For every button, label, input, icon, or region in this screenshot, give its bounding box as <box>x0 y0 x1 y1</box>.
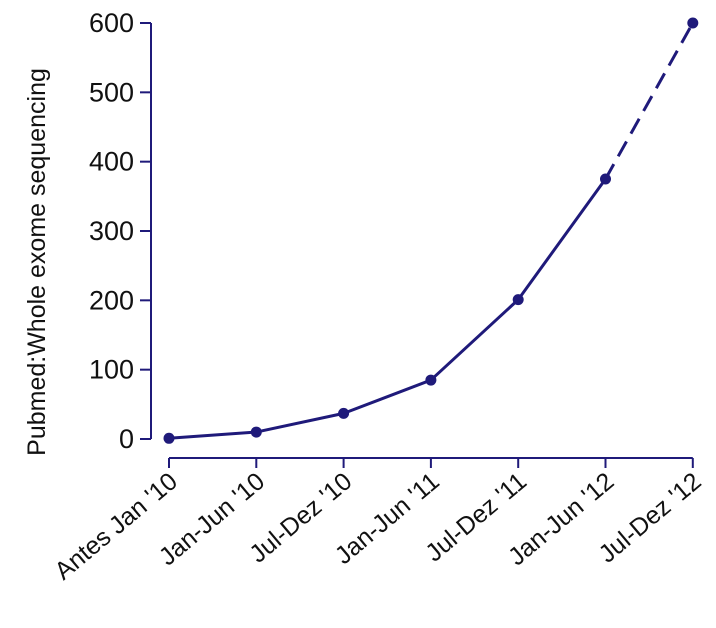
y-axis-label: Pubmed:Whole exome sequencing <box>23 68 51 456</box>
series-lines <box>168 22 695 440</box>
x-tick-label: Antes Jan '10 <box>49 467 182 585</box>
y-tick-label: 200 <box>89 285 134 315</box>
y-tick-label: 0 <box>119 424 134 454</box>
y-axis: 0 100 200 300 400 500 600 <box>89 8 152 454</box>
data-point <box>425 374 437 386</box>
data-point <box>687 17 699 29</box>
series-line-solid <box>168 178 607 440</box>
series-line-projected <box>604 22 695 180</box>
y-tick-label: 600 <box>89 8 134 38</box>
data-point <box>600 173 611 185</box>
data-point <box>163 432 175 444</box>
data-point <box>250 426 262 438</box>
y-tick-label: 500 <box>89 77 134 107</box>
y-tick-label: 300 <box>89 216 134 246</box>
series-points <box>163 17 699 444</box>
y-tick-label: 100 <box>89 355 134 385</box>
y-tick-label: 400 <box>89 147 134 177</box>
data-point <box>338 407 350 419</box>
data-point <box>512 294 524 306</box>
